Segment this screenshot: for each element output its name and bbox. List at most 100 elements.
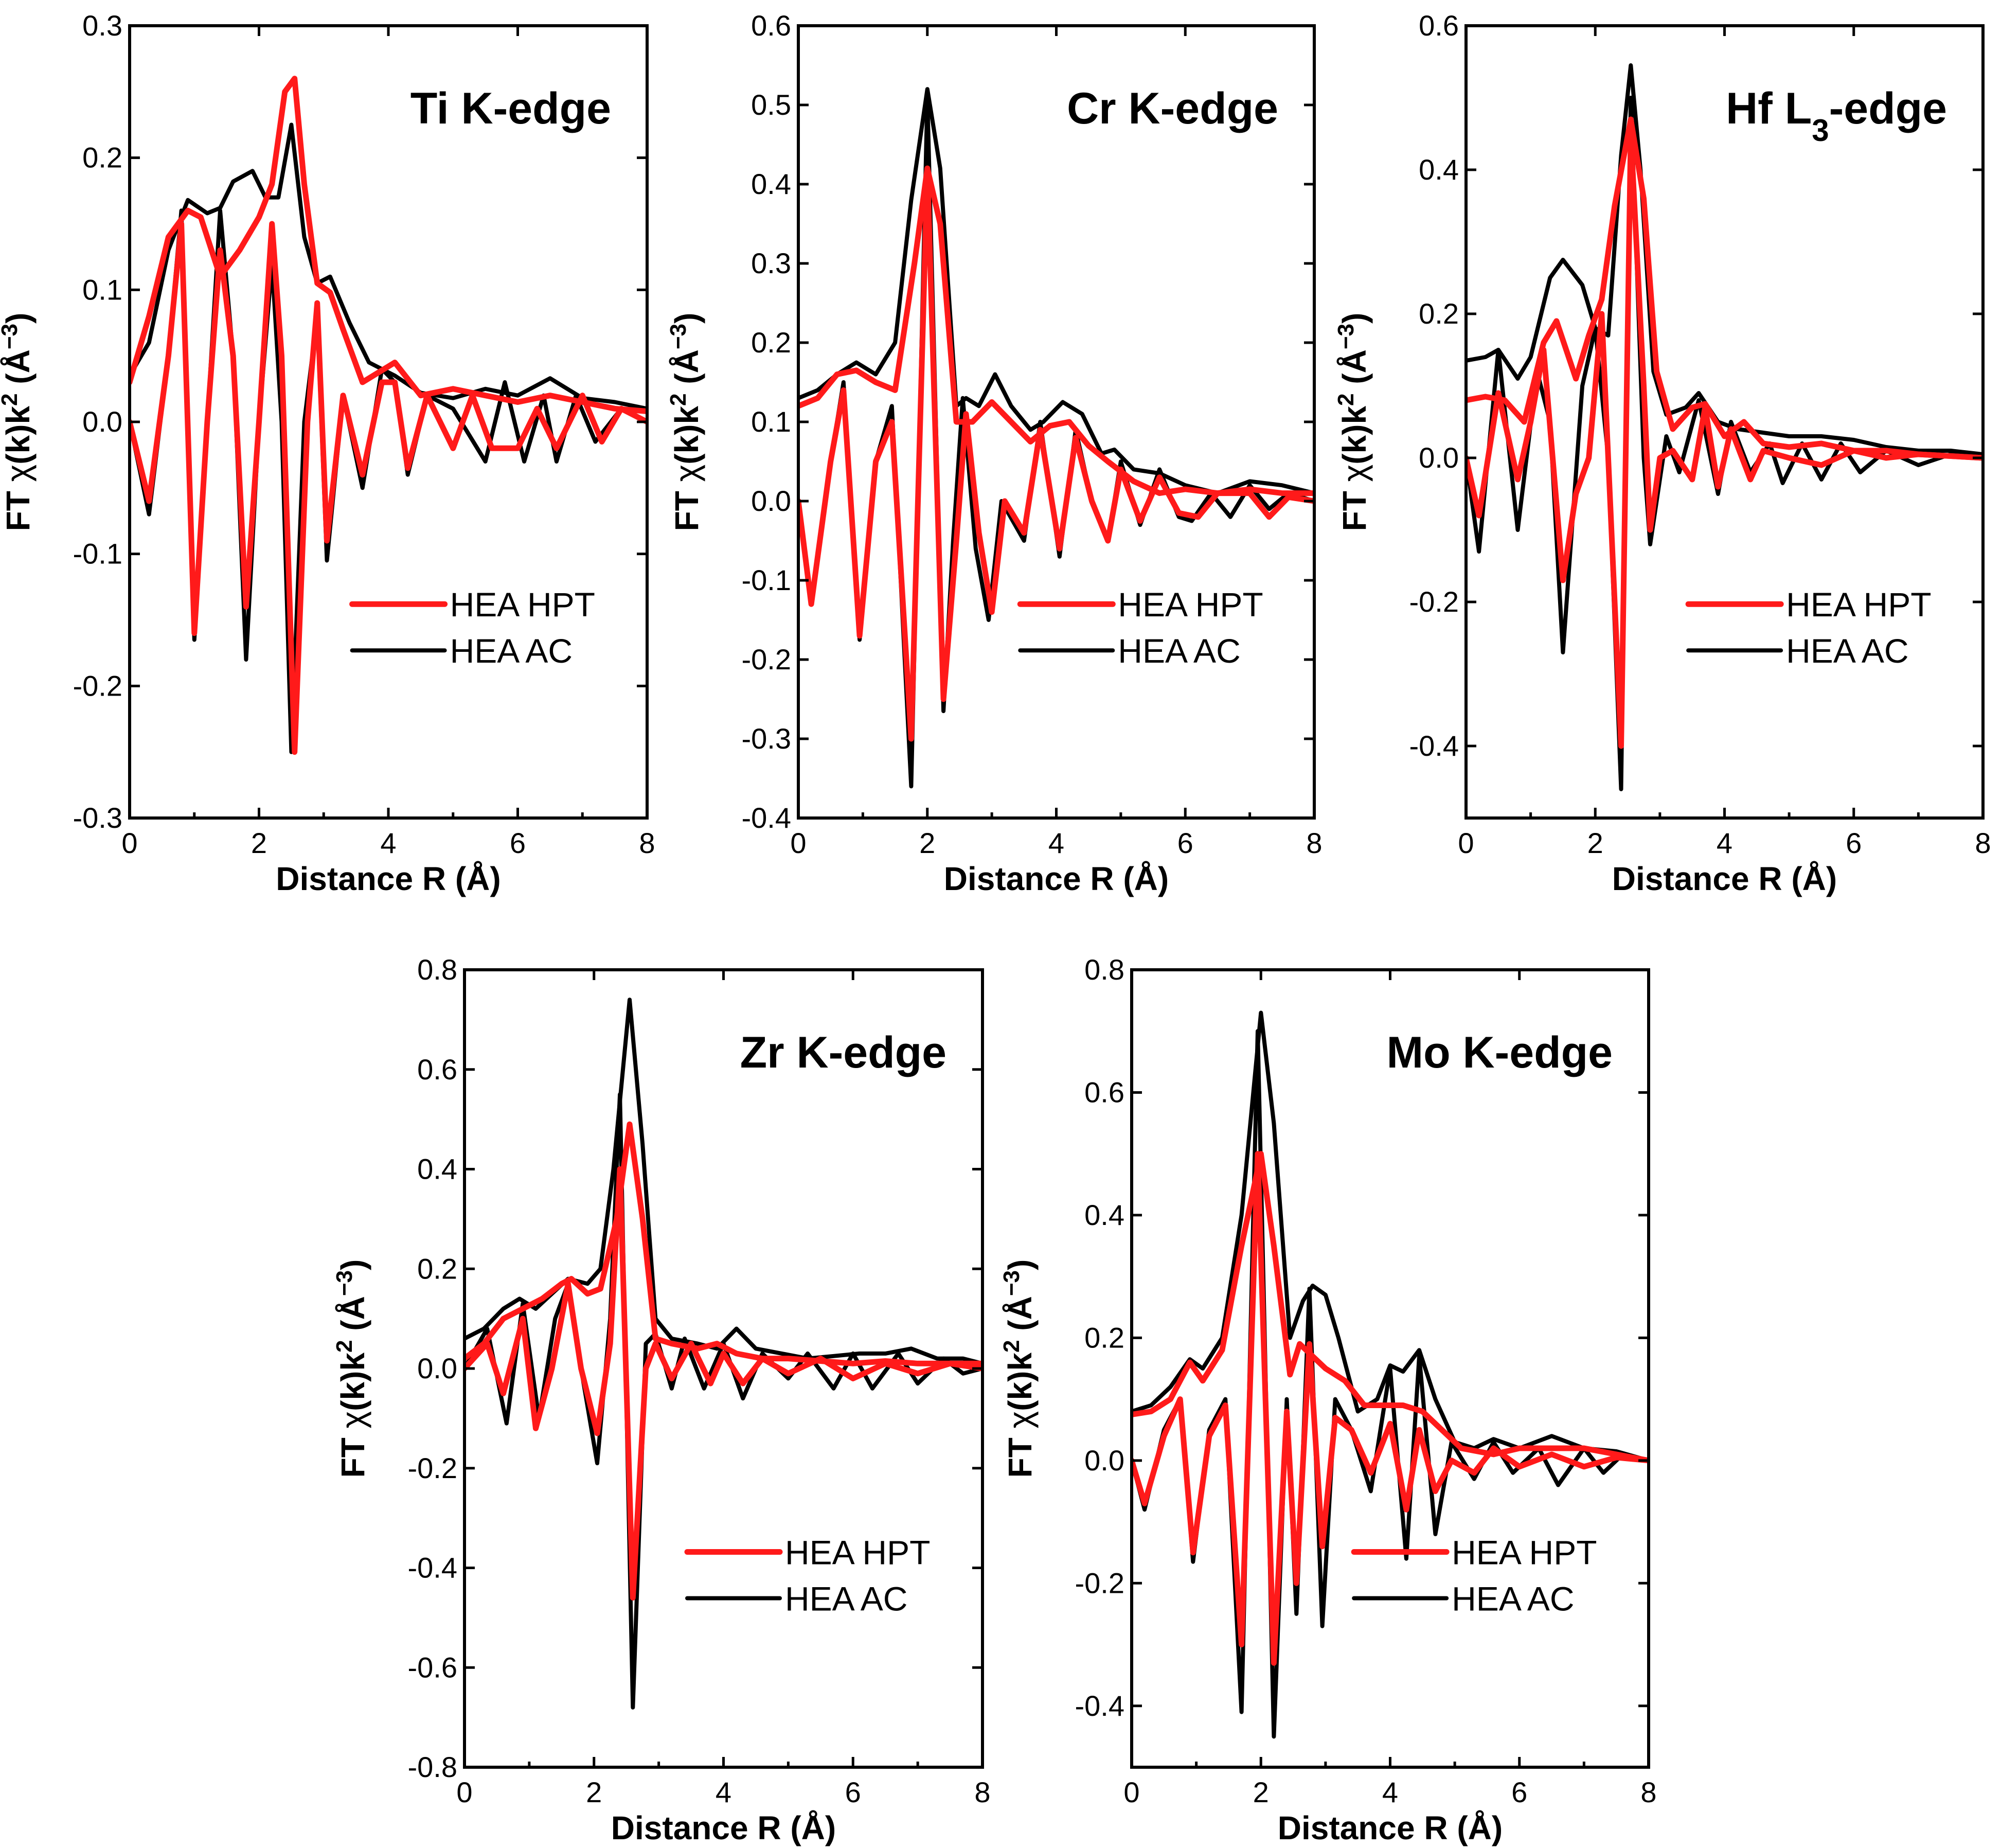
y-axis-title: FT χ(k)k2 (Å−3) [0, 313, 37, 531]
legend-label-ac: HEA AC [1452, 1580, 1574, 1618]
x-tick-label: 6 [1511, 1776, 1527, 1808]
x-tick-label: 4 [1382, 1776, 1398, 1808]
panel-title: Hf L3-edge [1726, 84, 1947, 148]
y-tick-label: 0.2 [417, 1252, 457, 1285]
y-tick-label: -0.6 [408, 1651, 458, 1683]
panel-cr: 0 2 4 6 8 -0.4 -0.3 -0.2 -0.1 0.0 0.1 0.2 0.3 0.4 0.5 0… [666, 9, 1323, 897]
panel-mo: 0 2 4 6 8 -0.4 -0.2 0.0 0.2 0.4 0.6 0.8 Distance R (… [999, 953, 1657, 1846]
series-hpt-magnitude-line [130, 76, 647, 414]
y-tick-label: 0.2 [1419, 297, 1459, 330]
y-tick-label: 0.0 [1084, 1444, 1124, 1477]
series-hpt-magnitude-line [1466, 116, 1983, 461]
x-tick-label: 0 [1123, 1776, 1139, 1808]
y-tick-label: -0.3 [73, 802, 123, 834]
y-tick-label: -0.2 [408, 1452, 458, 1484]
y-tick-label: -0.3 [742, 722, 792, 755]
series-ac-magnitude-line [464, 998, 982, 1366]
x-tick-label: 6 [510, 827, 526, 859]
series-ac-magnitude-line [1466, 63, 1983, 456]
y-tick-label: 0.8 [417, 953, 457, 986]
x-tick-label: 0 [456, 1776, 472, 1808]
panel-hf: 0 2 4 6 8 -0.4 -0.2 0.0 0.2 0.4 0.6 Distance R (Å) F… [1333, 9, 1991, 897]
y-tick-label: -0.8 [408, 1751, 458, 1783]
x-tick-label: 4 [1048, 827, 1064, 859]
legend-label-hpt: HEA HPT [1118, 585, 1263, 624]
x-tick-label: 2 [586, 1776, 602, 1808]
y-axis-title: FT χ(k)k2 (Å−3) [1333, 313, 1373, 531]
x-tick-label: 0 [121, 827, 137, 859]
y-tick-label: 0.1 [82, 273, 122, 306]
x-tick-label: 8 [974, 1776, 990, 1808]
series-hpt-real-line [464, 1166, 982, 1601]
legend-label-ac: HEA AC [1786, 632, 1908, 670]
y-axis-title: FT χ(k)k2 (Å−3) [999, 1259, 1039, 1478]
y-tick-label: -0.2 [1409, 585, 1459, 618]
series-ac-magnitude-line [798, 87, 1314, 495]
y-axis-title: FT χ(k)k2 (Å−3) [666, 313, 706, 531]
legend-label-hpt: HEA HPT [1452, 1534, 1597, 1572]
x-tick-label: 0 [790, 827, 806, 859]
legend: HEA HPT HEA AC [349, 585, 595, 670]
series-hpt-real-line [1132, 1151, 1649, 1666]
panel-title: Cr K-edge [1067, 84, 1278, 133]
series-ac-magnitude-line [1132, 1010, 1649, 1463]
y-tick-label: 0.2 [1084, 1321, 1124, 1354]
x-tick-label: 8 [1640, 1776, 1656, 1808]
series-hpt-magnitude-line [798, 165, 1314, 496]
y-tick-label: 0.6 [751, 9, 791, 42]
legend: HEA HPT HEA AC [1017, 585, 1263, 670]
y-tick-label: 0.0 [1419, 441, 1459, 474]
panel-title: Zr K-edge [740, 1028, 946, 1077]
panel-zr: 0 2 4 6 8 -0.8 -0.6 -0.4 -0.2 0.0 0.2 0.4 0.6 0.8 Dist… [332, 953, 991, 1846]
y-tick-label: -0.1 [742, 564, 792, 596]
y-tick-label: -0.2 [742, 643, 792, 676]
y-axis-title: FT χ(k)k2 (Å−3) [332, 1259, 372, 1478]
y-tick-label: -0.4 [408, 1552, 458, 1584]
x-tick-label: 8 [1975, 827, 1991, 859]
legend: HEA HPT HEA AC [1685, 585, 1932, 670]
x-axis-title: Distance R (Å) [611, 1809, 836, 1846]
x-tick-label: 2 [1253, 1776, 1269, 1808]
y-tick-label: -0.1 [73, 538, 123, 570]
series-ac-real-line [798, 95, 1314, 789]
y-tick-label: -0.4 [1409, 730, 1459, 762]
y-tick-label: 0.4 [1084, 1199, 1124, 1231]
x-tick-label: 4 [716, 1776, 731, 1808]
x-tick-label: 2 [919, 827, 935, 859]
legend-label-hpt: HEA HPT [450, 585, 595, 624]
series-hpt-magnitude-line [464, 1121, 982, 1366]
series-hpt-real-line [1466, 131, 1983, 749]
y-tick-label: 0.3 [82, 9, 122, 42]
x-tick-label: 8 [1306, 827, 1322, 859]
panel-title: Mo K-edge [1386, 1028, 1613, 1077]
y-tick-label: 0.4 [1419, 153, 1459, 186]
x-axis-title: Distance R (Å) [1278, 1809, 1503, 1846]
x-tick-label: 4 [380, 827, 396, 859]
plot-frame [1464, 24, 1985, 820]
x-tick-label: 2 [251, 827, 267, 859]
panel-ti: 0 2 4 6 8 -0.3 -0.2 -0.1 0.0 0.1 0.2 0.3 Distance R … [0, 9, 655, 897]
x-axis-title: Distance R (Å) [1612, 860, 1837, 897]
legend-label-hpt: HEA HPT [785, 1534, 930, 1572]
series-ac-real-line [1466, 96, 1983, 791]
y-tick-label: 0.4 [417, 1153, 457, 1185]
y-tick-label: 0.8 [1084, 953, 1124, 986]
y-tick-label: 0.6 [1084, 1076, 1124, 1108]
x-tick-label: 0 [1458, 827, 1474, 859]
y-tick-label: 0.6 [1419, 9, 1459, 42]
y-tick-label: 0.3 [751, 247, 791, 279]
series-hpt-real-line [798, 165, 1314, 742]
x-tick-label: 6 [845, 1776, 861, 1808]
x-tick-label: 8 [639, 827, 655, 859]
x-axis-title: Distance R (Å) [276, 860, 501, 897]
x-tick-label: 4 [1717, 827, 1732, 859]
y-tick-label: 0.0 [751, 485, 791, 517]
legend: HEA HPT HEA AC [684, 1534, 930, 1618]
y-tick-label: 0.6 [417, 1053, 457, 1086]
legend-label-ac: HEA AC [1118, 632, 1240, 670]
series-ac-real-line [1132, 1029, 1649, 1739]
x-tick-label: 6 [1846, 827, 1862, 859]
y-tick-label: 0.2 [82, 141, 122, 174]
y-tick-label: -0.4 [742, 802, 792, 834]
